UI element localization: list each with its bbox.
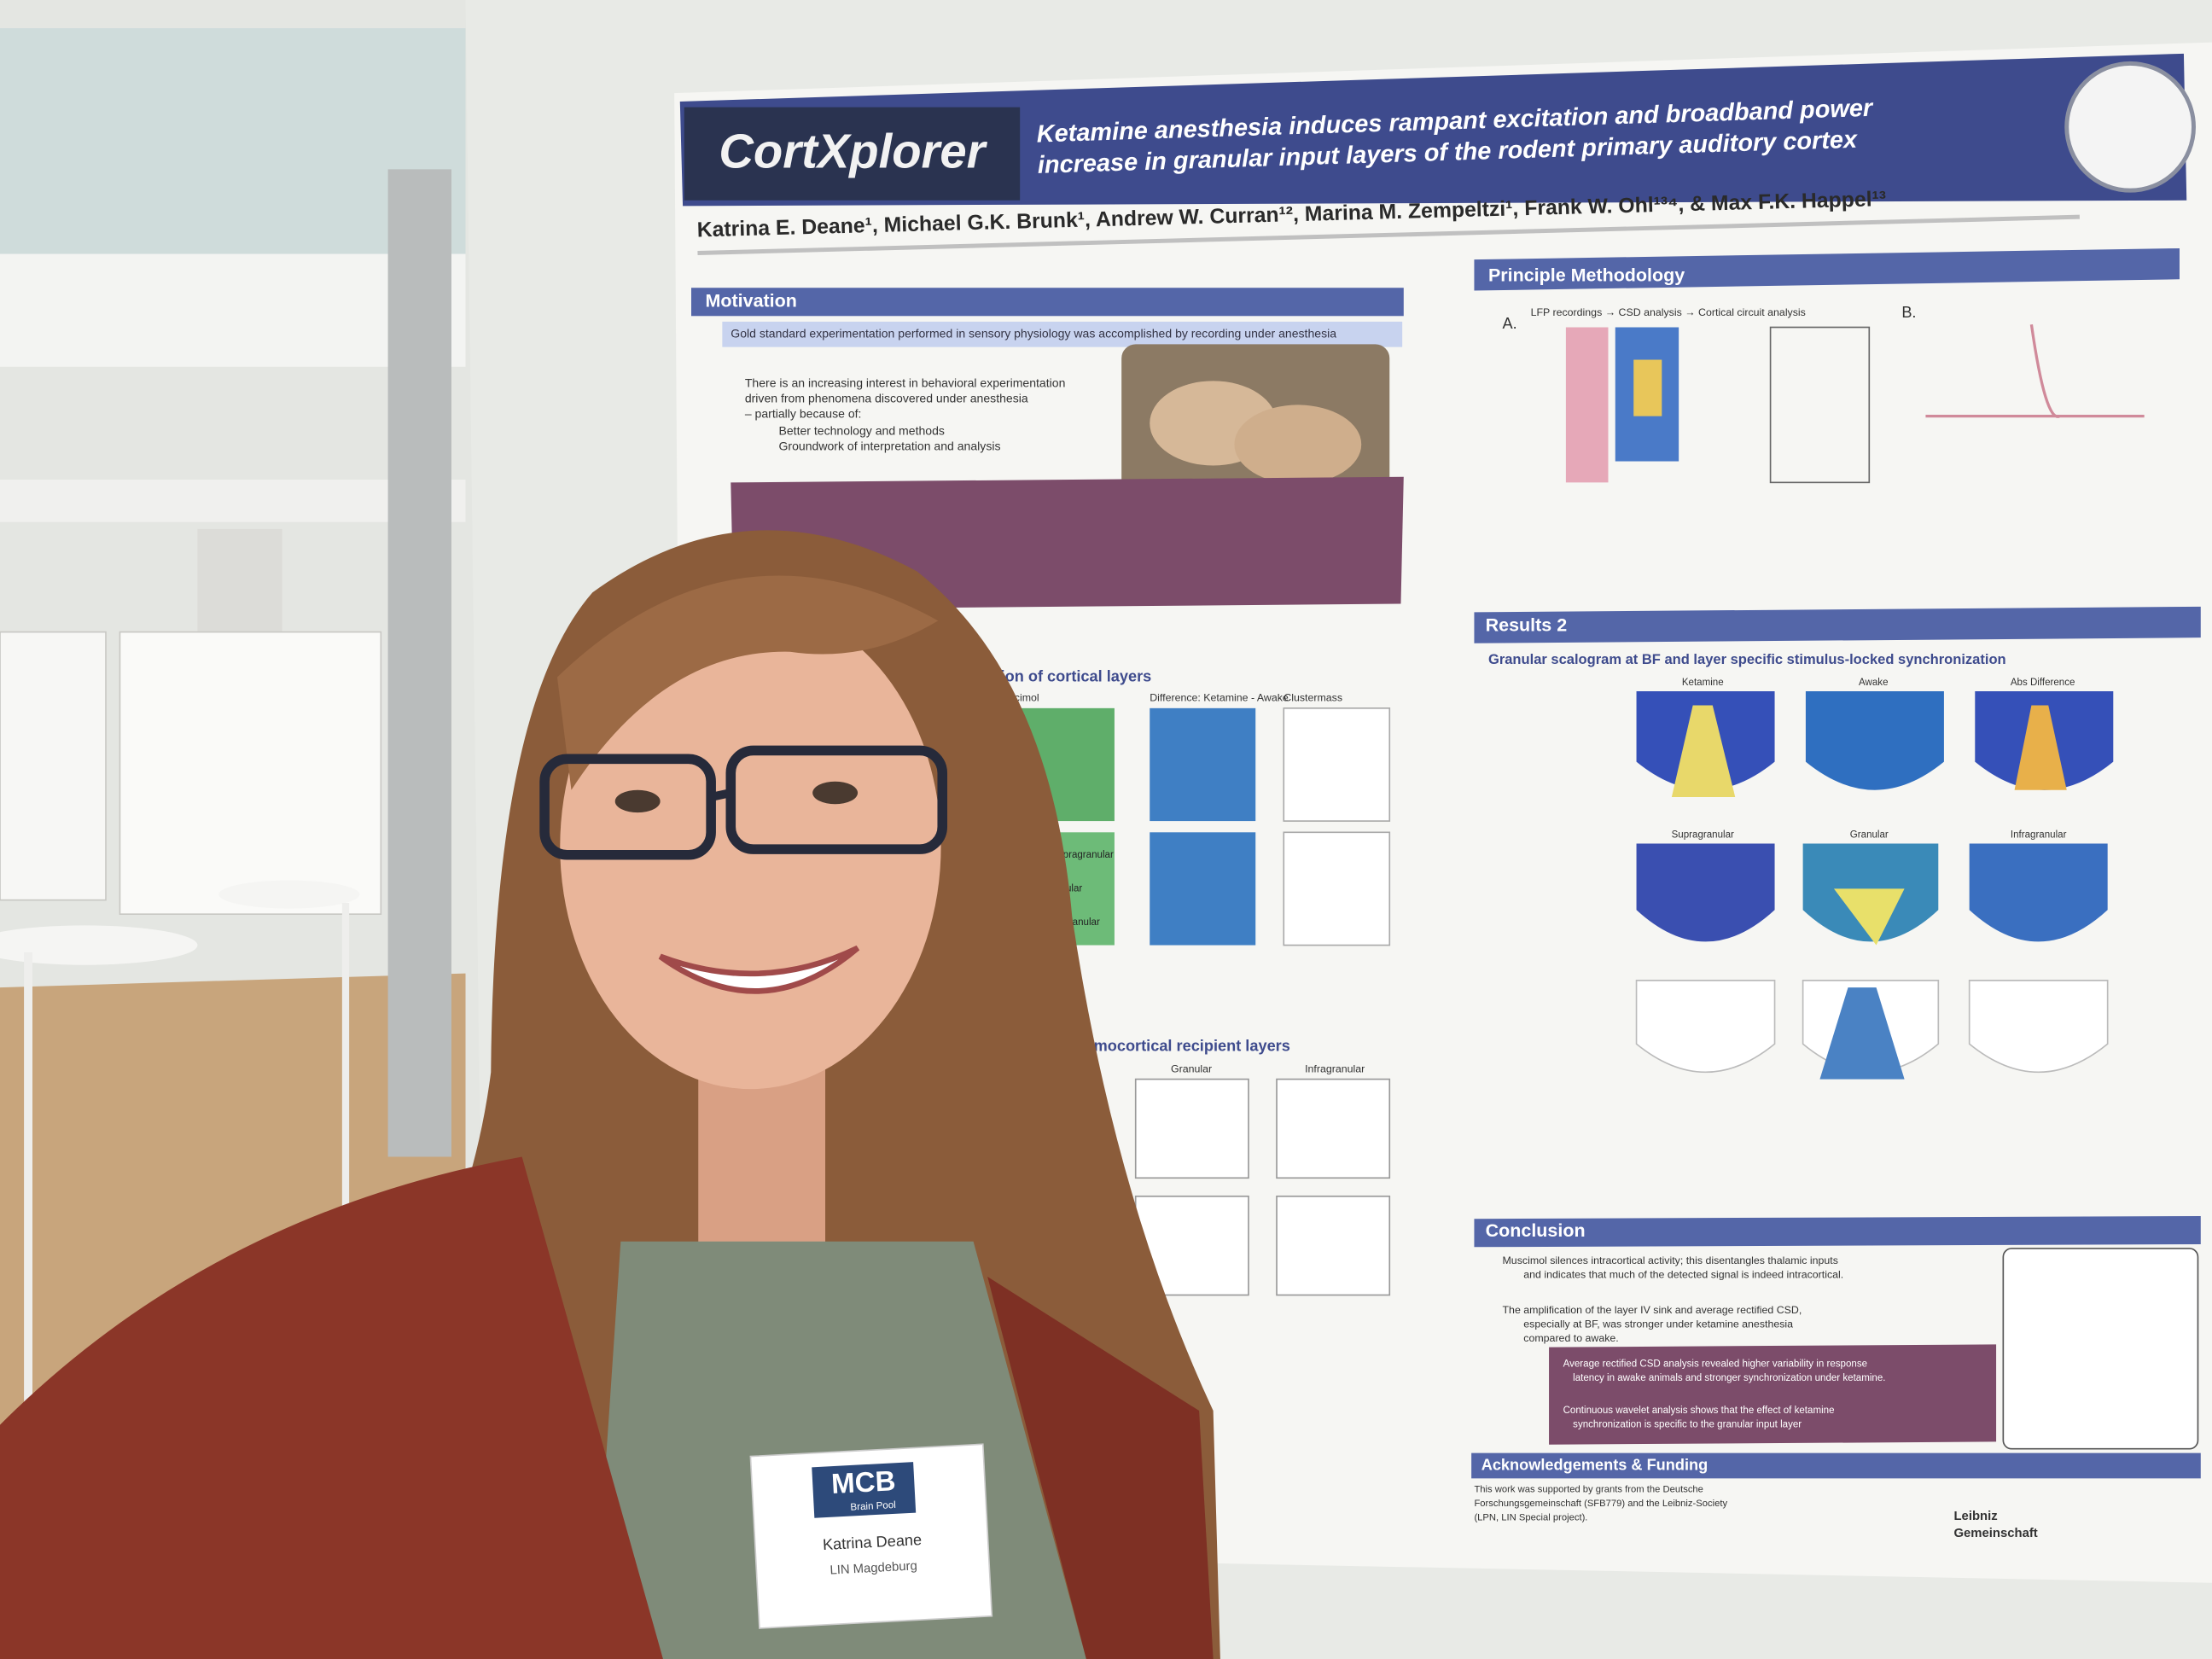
subsection-heading: Granular scalogram at BF and layer speci… xyxy=(1488,651,2006,667)
badge-card xyxy=(749,1443,993,1629)
badge-sub: Brain Pool xyxy=(850,1500,896,1513)
coherence-map xyxy=(1969,843,2108,942)
plot-frame xyxy=(1134,1078,1249,1179)
plot-title: Granular xyxy=(1171,1062,1212,1074)
conclusion-box xyxy=(1549,1344,1997,1445)
column xyxy=(197,528,282,643)
panel-title: Infragranular xyxy=(2011,830,2067,841)
body-text: Muscimol silences intracortical activity… xyxy=(1503,1254,1838,1266)
body-text: – partially because of: xyxy=(745,407,862,421)
smile xyxy=(658,945,860,994)
hamster xyxy=(1234,405,1362,484)
diff-panel xyxy=(1150,707,1256,822)
panel-title: Clustermass xyxy=(1284,692,1342,704)
subsection-heading: alamocortical recipient layers xyxy=(1072,1037,1290,1054)
scalogram-peak xyxy=(1671,705,1736,797)
body-text: (LPN, LIN Special project). xyxy=(1474,1513,1587,1523)
box-text: synchronization is specific to the granu… xyxy=(1573,1420,1802,1430)
glasses-lens xyxy=(539,754,716,860)
scalogram xyxy=(1805,691,1944,790)
logo-box xyxy=(684,107,1021,201)
table xyxy=(0,925,198,965)
body-text: driven from phenomena discovered under a… xyxy=(745,392,1028,405)
eye xyxy=(812,781,859,805)
box-text: Continuous wavelet analysis shows that t… xyxy=(1563,1406,1835,1416)
body-text: especially at BF, was stronger under ket… xyxy=(1523,1318,1793,1330)
badge: MCB Brain Pool Katrina Deane LIN Magdebu… xyxy=(749,1443,993,1629)
whiteboard xyxy=(0,631,107,901)
diff-panel xyxy=(1150,832,1256,946)
section-heading: Acknowledgements & Funding xyxy=(1481,1456,1708,1473)
section-header xyxy=(691,288,1404,317)
badge-logo: MCB xyxy=(830,1465,896,1500)
section-heading: Principle Methodology xyxy=(1488,265,1685,286)
logo: CortXplorer xyxy=(719,125,987,178)
body-text: The amplification of the layer IV sink a… xyxy=(1503,1304,1802,1316)
cardigan xyxy=(0,1156,663,1659)
coherence-peak xyxy=(1833,888,1905,946)
row-label: Supragranular xyxy=(1051,850,1114,860)
flow-text: LFP recordings → CSD analysis → Cortical… xyxy=(1531,306,1806,318)
badge-institute: LIN Magdeburg xyxy=(830,1559,917,1577)
section-heading: Results 2 xyxy=(1486,615,1568,636)
section-header xyxy=(1471,1452,2201,1479)
glasses-lens xyxy=(725,745,948,854)
lead-box xyxy=(722,321,1403,347)
poster-header xyxy=(679,53,2187,207)
pole xyxy=(387,169,451,1157)
panel-title: Granular xyxy=(1850,830,1889,841)
coherence-map xyxy=(1636,843,1775,942)
sponsor: Gemeinschaft xyxy=(1953,1527,2037,1540)
plot-frame xyxy=(1276,1195,1391,1296)
box-text: Average rectified CSD analysis revealed … xyxy=(1563,1359,1867,1370)
institute-logo xyxy=(2064,61,2196,193)
clustermass-map xyxy=(1635,980,1776,1074)
body-text: There is an increasing interest in behav… xyxy=(745,375,1066,389)
cluster-panel xyxy=(1283,831,1391,946)
body-text: compared to awake. xyxy=(1523,1332,1618,1344)
body-text: and indicates that much of the detected … xyxy=(1523,1269,1843,1281)
whiteboard xyxy=(119,631,382,916)
section-heading: Conclusion xyxy=(1486,1220,1586,1241)
panel-title: Ketamine xyxy=(1682,678,1724,688)
section-heading: Motivation xyxy=(706,290,797,311)
plot-title: Infragranular xyxy=(1305,1062,1365,1074)
panel-title: Difference: Ketamine - Awake xyxy=(1150,692,1289,704)
clustermass-region xyxy=(1819,987,1905,1080)
eye xyxy=(614,789,661,813)
sponsor: Leibniz xyxy=(1953,1510,1997,1523)
clustermass-map xyxy=(1968,980,2109,1074)
section-header xyxy=(1474,1215,2201,1248)
panel-title: Abs Difference xyxy=(2011,678,2075,688)
hair-fringe xyxy=(556,575,939,790)
glasses-bridge xyxy=(710,789,732,801)
badge-logo-box xyxy=(812,1462,917,1518)
plot-frame xyxy=(1276,1078,1391,1179)
panel-label: A. xyxy=(1503,315,1517,332)
circuit-diagram xyxy=(1769,326,1871,484)
affiliation-line xyxy=(697,214,2080,256)
body-text: Better technology and methods xyxy=(778,424,944,438)
panel-title: Awake xyxy=(1859,678,1889,688)
section-header xyxy=(1474,247,2180,291)
wavelet xyxy=(1925,323,2145,418)
lead-text: Gold standard experimentation performed … xyxy=(731,326,1336,340)
schematic xyxy=(2002,1248,2199,1450)
scalogram-peak xyxy=(2014,705,2067,790)
cluster-panel xyxy=(1283,707,1391,822)
csd-sink xyxy=(1633,359,1662,416)
panel-label: B. xyxy=(1901,304,1916,321)
body-text: Forschungsgemeinschaft (SFB779) and the … xyxy=(1474,1499,1727,1509)
body-text: Groundwork of interpretation and analysi… xyxy=(778,439,1000,453)
table xyxy=(218,880,360,909)
panel-title: Supragranular xyxy=(1672,830,1734,841)
box-text: latency in awake animals and stronger sy… xyxy=(1573,1373,1885,1383)
lfp-traces xyxy=(1565,327,1609,483)
section-header xyxy=(1474,606,2201,643)
body-text: This work was supported by grants from t… xyxy=(1474,1485,1703,1495)
cardigan xyxy=(987,1277,1214,1659)
